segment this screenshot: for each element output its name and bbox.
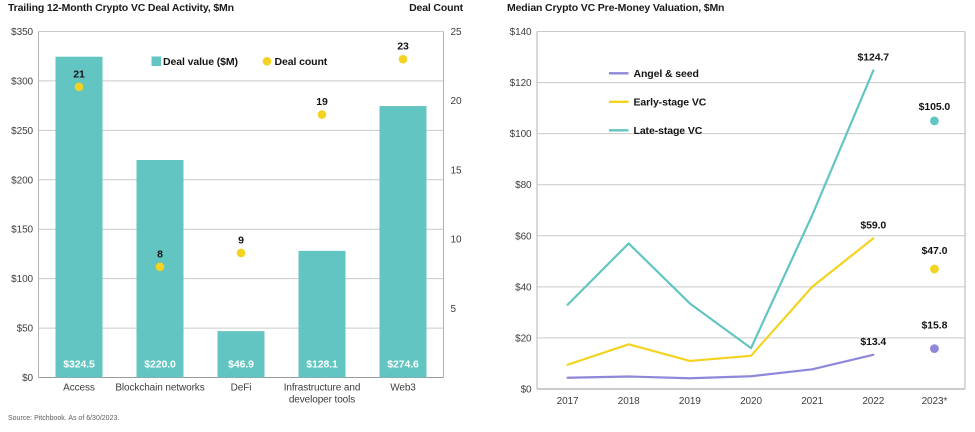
forecast-value-label-early-stage-vc: $47.0	[922, 245, 948, 257]
bar-value-label: $274.6	[387, 359, 419, 371]
deal-activity-panel: Trailing 12-Month Crypto VC Deal Activit…	[0, 0, 487, 432]
bar-defi	[217, 331, 265, 378]
deal-count-dot-blockchain-networks	[155, 262, 165, 272]
valuation-chart: $140 $120 $100 $80 $60 $40 $20 $0 2017 2018 2019 20…	[510, 27, 966, 407]
deal-count-label: 23	[397, 41, 409, 53]
x-axis-category-label: Blockchain networks	[115, 383, 204, 394]
y-axis-tick-label: $20	[515, 333, 532, 344]
y-axis-tick-label: $200	[11, 175, 33, 186]
y-axis-tick-label: $50	[17, 324, 34, 335]
end-value-label-late-stage-vc: $124.7	[858, 52, 890, 64]
legend-swatch-deal-value-m	[151, 56, 161, 66]
bar-web3	[379, 106, 427, 378]
forecast-dot-late-stage-vc	[930, 116, 939, 126]
deal-activity-chart: $350 $300 $250 $200 $150 $100 $50 $0 25 20 15 10 5 $3…	[11, 27, 462, 406]
legend-label-deal-value-m: Deal value ($M)	[163, 56, 238, 68]
forecast-value-label-angel-seed: $15.8	[922, 320, 948, 332]
valuation-panel: Median Crypto VC Pre-Money Valuation, $M…	[487, 0, 975, 432]
legend-label-deal-count: Deal count	[275, 56, 328, 68]
deal-count-dot-access	[74, 82, 84, 92]
y-axis-tick-label: $0	[22, 373, 33, 384]
bar-value-label: $128.1	[306, 359, 338, 371]
y-axis-tick-label: $100	[11, 274, 33, 285]
right-axis-tick-label: 15	[451, 165, 462, 176]
y-axis-tick-label: $100	[510, 129, 532, 140]
legend-label-late-stage-vc: Late-stage VC	[634, 125, 703, 137]
x-axis-category-label: developer tools	[289, 395, 355, 406]
line-late-stage-vc	[566, 69, 875, 350]
y-axis-tick-label: $60	[515, 231, 532, 242]
bar-value-label: $324.5	[63, 359, 95, 371]
x-axis-tick-label: 2017	[557, 396, 579, 407]
x-axis-tick-label: 2023*	[922, 396, 948, 407]
y-axis-tick-label: $40	[515, 282, 532, 293]
legend-label-early-stage-vc: Early-stage VC	[634, 97, 707, 109]
left-chart-right-axis-title: Deal Count	[409, 2, 463, 14]
left-chart-title: Trailing 12-Month Crypto VC Deal Activit…	[8, 2, 234, 14]
x-axis-tick-label: 2021	[801, 396, 823, 407]
deal-count-label: 9	[238, 234, 244, 246]
right-axis-tick-label: 10	[451, 235, 462, 246]
x-axis-tick-label: 2022	[862, 396, 884, 407]
deal-count-label: 19	[316, 96, 328, 108]
end-value-label-early-stage-vc: $59.0	[860, 219, 886, 231]
right-chart-title: Median Crypto VC Pre-Money Valuation, $M…	[507, 2, 725, 14]
bar-value-label: $220.0	[144, 359, 176, 371]
y-axis-tick-label: $0	[521, 385, 532, 396]
line-early-stage-vc	[566, 237, 875, 366]
x-axis-category-label: DeFi	[231, 383, 252, 394]
right-axis-tick-label: 5	[451, 304, 457, 315]
right-axis-tick-label: 25	[451, 27, 462, 38]
y-axis-tick-label: $140	[510, 27, 532, 38]
forecast-dot-angel-seed	[930, 344, 939, 354]
deal-count-label: 8	[157, 248, 163, 260]
x-axis-tick-label: 2020	[740, 396, 762, 407]
bar-access	[55, 56, 103, 378]
deal-count-label: 21	[73, 68, 85, 80]
forecast-value-label-late-stage-vc: $105.0	[919, 101, 951, 113]
deal-count-dot-infrastructure-and-developer-tools	[317, 110, 327, 119]
deal-count-dot-defi	[236, 248, 246, 258]
y-axis-tick-label: $350	[11, 27, 33, 38]
deal-count-dot-web3	[398, 54, 408, 64]
y-axis-tick-label: $120	[510, 78, 532, 89]
y-axis-tick-label: $250	[11, 126, 33, 137]
x-axis-tick-label: 2019	[679, 396, 701, 407]
forecast-dot-early-stage-vc	[930, 264, 939, 274]
right-axis-tick-label: 20	[451, 96, 462, 107]
legend-swatch-deal-count	[262, 57, 272, 66]
y-axis-tick-label: $150	[11, 225, 33, 236]
x-axis-category-label: Web3	[390, 383, 416, 394]
x-axis-category-label: Infrastructure and	[284, 383, 361, 394]
source-note: Source: Pitchbook. As of 6/30/2023.	[8, 415, 120, 422]
x-axis-category-label: Access	[63, 383, 95, 394]
bar-infrastructure-and-developer-tools	[298, 250, 346, 378]
y-axis-tick-label: $300	[11, 76, 33, 87]
bar-value-label: $46.9	[228, 359, 254, 371]
legend-label-angel-seed: Angel & seed	[634, 68, 699, 80]
y-axis-tick-label: $80	[515, 180, 532, 191]
x-axis-tick-label: 2018	[618, 396, 640, 407]
line-angel-seed	[566, 353, 875, 380]
end-value-label-angel-seed: $13.4	[860, 336, 886, 348]
